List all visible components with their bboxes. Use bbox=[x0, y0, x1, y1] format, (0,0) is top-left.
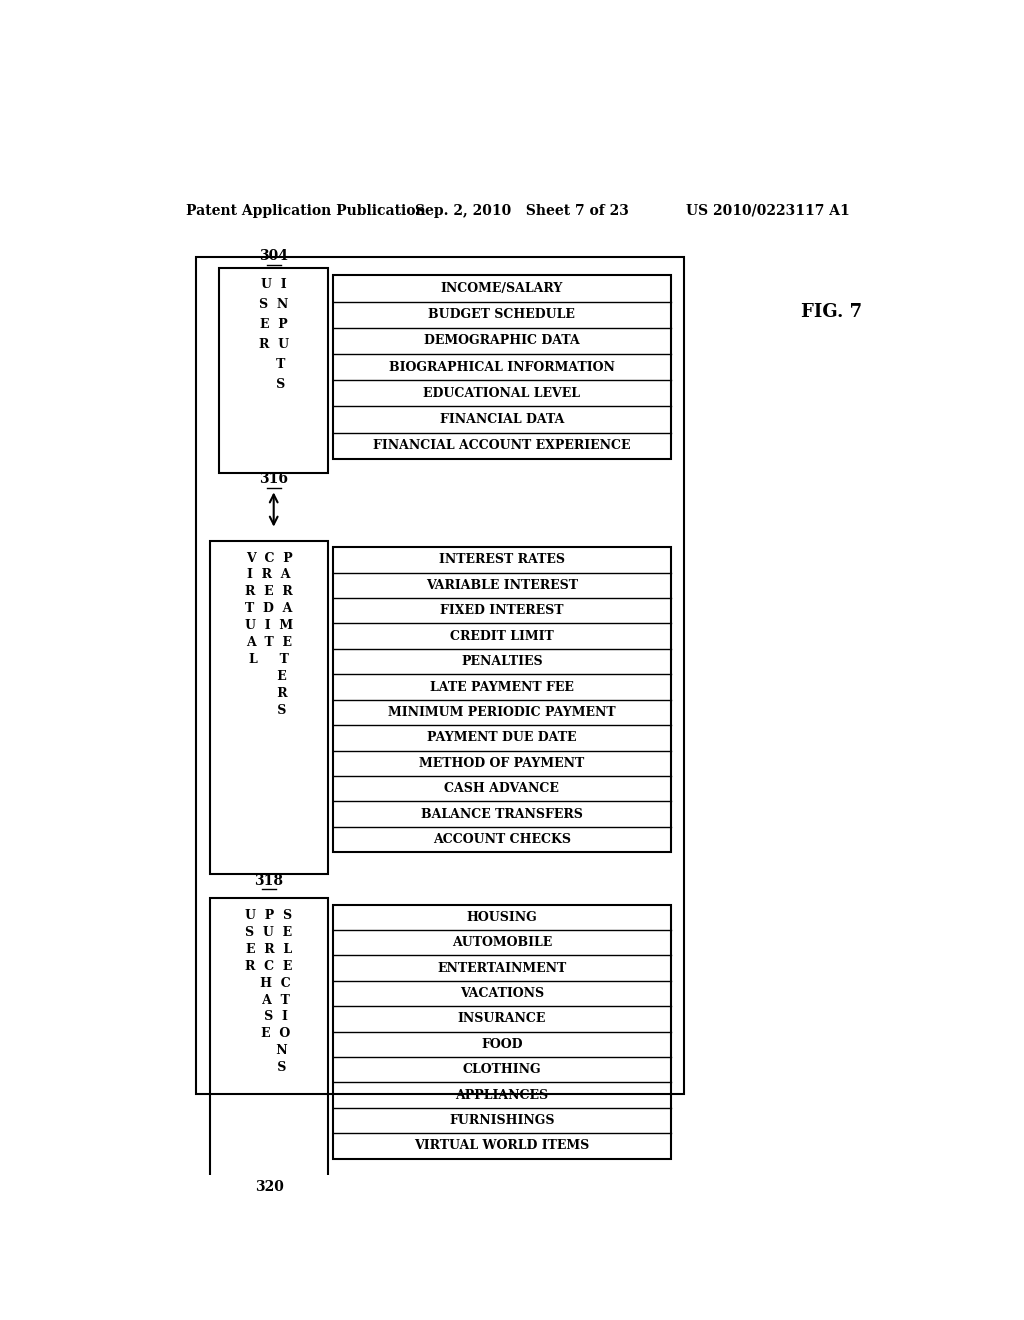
Text: S  U  E: S U E bbox=[246, 925, 293, 939]
Text: BIOGRAPHICAL INFORMATION: BIOGRAPHICAL INFORMATION bbox=[389, 360, 614, 374]
Text: E: E bbox=[251, 671, 287, 684]
Text: U  P  S: U P S bbox=[246, 908, 293, 921]
Text: H  C: H C bbox=[247, 977, 291, 990]
Text: 316: 316 bbox=[259, 473, 288, 487]
Text: R  C  E: R C E bbox=[246, 960, 293, 973]
Text: CASH ADVANCE: CASH ADVANCE bbox=[444, 783, 559, 795]
Text: I  R  A: I R A bbox=[248, 569, 291, 582]
Text: FINANCIAL DATA: FINANCIAL DATA bbox=[439, 413, 564, 426]
Text: ACCOUNT CHECKS: ACCOUNT CHECKS bbox=[433, 833, 571, 846]
Text: 318: 318 bbox=[255, 874, 284, 887]
Text: U  I  M: U I M bbox=[245, 619, 293, 632]
Text: BALANCE TRANSFERS: BALANCE TRANSFERS bbox=[421, 808, 583, 821]
Text: 304: 304 bbox=[259, 249, 288, 263]
Text: E  O: E O bbox=[248, 1027, 290, 1040]
Text: R: R bbox=[251, 686, 288, 700]
Text: 320: 320 bbox=[255, 1180, 284, 1195]
Text: DEMOGRAPHIC DATA: DEMOGRAPHIC DATA bbox=[424, 334, 580, 347]
Text: S: S bbox=[262, 379, 285, 391]
Text: L     T: L T bbox=[249, 653, 289, 667]
Text: S: S bbox=[251, 1061, 287, 1074]
Text: R  U: R U bbox=[259, 338, 289, 351]
Text: PAYMENT DUE DATE: PAYMENT DUE DATE bbox=[427, 731, 577, 744]
Text: Patent Application Publication: Patent Application Publication bbox=[186, 203, 426, 218]
Text: T: T bbox=[262, 358, 285, 371]
Text: HOUSING: HOUSING bbox=[467, 911, 538, 924]
Text: AUTOMOBILE: AUTOMOBILE bbox=[452, 936, 552, 949]
Text: METHOD OF PAYMENT: METHOD OF PAYMENT bbox=[419, 756, 585, 770]
Text: VIRTUAL WORLD ITEMS: VIRTUAL WORLD ITEMS bbox=[415, 1139, 590, 1152]
Text: MINIMUM PERIODIC PAYMENT: MINIMUM PERIODIC PAYMENT bbox=[388, 706, 615, 719]
Text: VARIABLE INTEREST: VARIABLE INTEREST bbox=[426, 579, 578, 591]
Text: CREDIT LIMIT: CREDIT LIMIT bbox=[451, 630, 554, 643]
Text: V  C  P: V C P bbox=[246, 552, 293, 565]
Text: E  R  L: E R L bbox=[246, 942, 292, 956]
Text: FURNISHINGS: FURNISHINGS bbox=[450, 1114, 555, 1127]
Text: INSURANCE: INSURANCE bbox=[458, 1012, 546, 1026]
Text: BUDGET SCHEDULE: BUDGET SCHEDULE bbox=[428, 308, 575, 321]
Text: Sep. 2, 2010   Sheet 7 of 23: Sep. 2, 2010 Sheet 7 of 23 bbox=[415, 203, 629, 218]
Text: U  I: U I bbox=[261, 279, 287, 292]
Text: CLOTHING: CLOTHING bbox=[463, 1063, 542, 1076]
Text: PENALTIES: PENALTIES bbox=[461, 655, 543, 668]
Text: US 2010/0223117 A1: US 2010/0223117 A1 bbox=[686, 203, 850, 218]
Text: LATE PAYMENT FEE: LATE PAYMENT FEE bbox=[430, 681, 573, 693]
Text: S  N: S N bbox=[259, 298, 289, 312]
Text: INTEREST RATES: INTEREST RATES bbox=[439, 553, 565, 566]
Text: N: N bbox=[250, 1044, 288, 1057]
Text: FIG. 7: FIG. 7 bbox=[801, 304, 862, 321]
Text: S: S bbox=[251, 704, 287, 717]
Text: INCOME/SALARY: INCOME/SALARY bbox=[440, 282, 563, 296]
Text: E  P: E P bbox=[260, 318, 288, 331]
Text: S  I: S I bbox=[251, 1010, 288, 1023]
Text: A  T: A T bbox=[249, 994, 290, 1007]
Text: FIXED INTEREST: FIXED INTEREST bbox=[440, 605, 563, 618]
Text: T  D  A: T D A bbox=[246, 602, 293, 615]
Text: ENTERTAINMENT: ENTERTAINMENT bbox=[437, 961, 566, 974]
Text: VACATIONS: VACATIONS bbox=[460, 987, 544, 1001]
Text: A  T  E: A T E bbox=[246, 636, 292, 649]
Text: FINANCIAL ACCOUNT EXPERIENCE: FINANCIAL ACCOUNT EXPERIENCE bbox=[373, 440, 631, 453]
Text: R  E  R: R E R bbox=[245, 585, 293, 598]
Text: EDUCATIONAL LEVEL: EDUCATIONAL LEVEL bbox=[424, 387, 581, 400]
Text: APPLIANCES: APPLIANCES bbox=[456, 1089, 549, 1102]
Text: FOOD: FOOD bbox=[481, 1038, 522, 1051]
